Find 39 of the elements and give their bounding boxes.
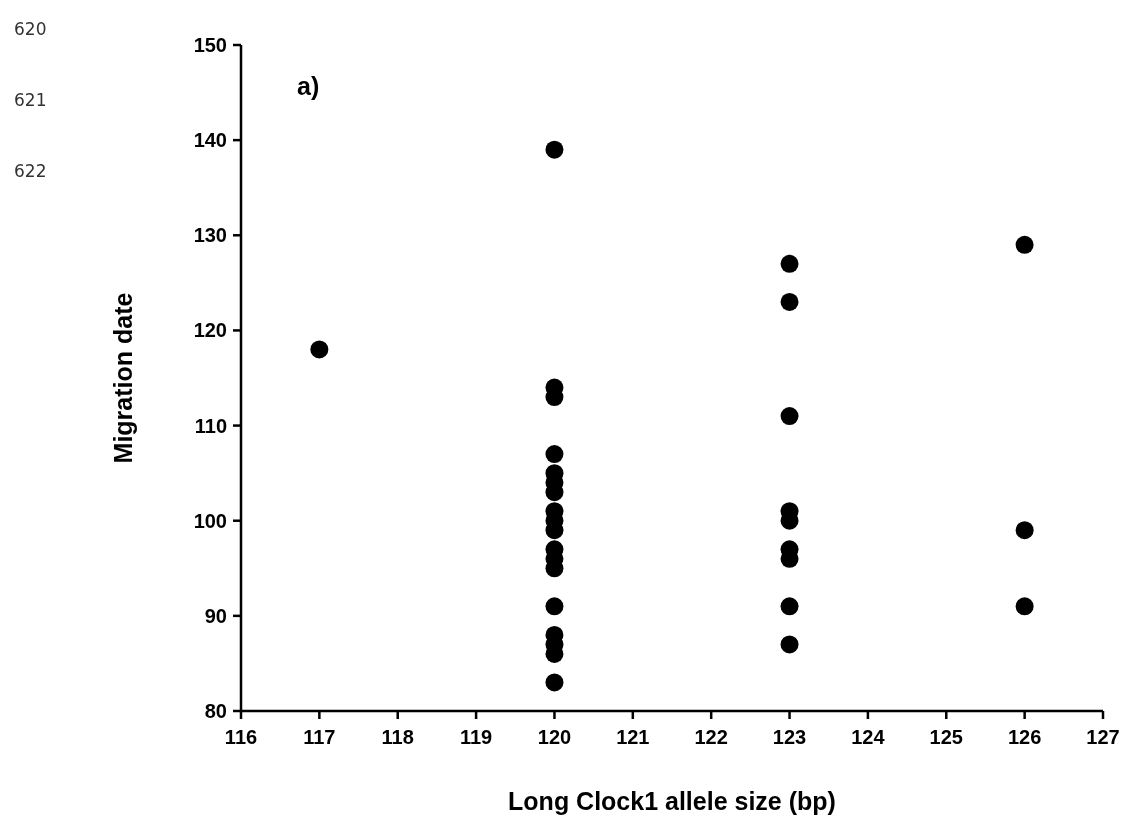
point bbox=[545, 673, 564, 692]
point bbox=[310, 340, 329, 359]
x-tick-label: 120 bbox=[537, 726, 572, 748]
x-axis-title: Long Clock1 allele size (bp) bbox=[508, 787, 836, 815]
y-tick-label: 100 bbox=[193, 509, 227, 532]
x-tick-label: 117 bbox=[303, 726, 336, 748]
point bbox=[780, 292, 799, 311]
y-tick-label: 90 bbox=[204, 604, 227, 627]
point bbox=[545, 597, 564, 616]
x-tick-label: 124 bbox=[851, 726, 886, 748]
x-tick-label: 116 bbox=[224, 726, 258, 748]
text: 622 bbox=[14, 161, 47, 181]
x-tick-label: 126 bbox=[1007, 726, 1042, 748]
x-tick-label: 121 bbox=[616, 726, 650, 748]
point bbox=[780, 635, 799, 654]
point bbox=[780, 407, 799, 426]
x-tick-label: 125 bbox=[929, 726, 963, 748]
y-tick-label: 140 bbox=[193, 129, 227, 152]
x-tick-label: 123 bbox=[772, 726, 807, 748]
point bbox=[1015, 521, 1034, 540]
text: 620 bbox=[14, 19, 47, 39]
y-tick-label: 110 bbox=[194, 414, 227, 437]
y-tick-label: 150 bbox=[193, 34, 227, 56]
text: 621 bbox=[14, 90, 47, 110]
point bbox=[545, 140, 564, 159]
y-tick-label: 130 bbox=[193, 224, 227, 247]
annotation: a) bbox=[297, 72, 320, 100]
point bbox=[780, 254, 799, 273]
y-tick-label: 120 bbox=[193, 319, 227, 342]
x-tick-label: 127 bbox=[1086, 726, 1120, 748]
y-tick-label: 80 bbox=[204, 700, 227, 722]
y-axis-title: Migration date bbox=[109, 292, 137, 464]
x-tick-label: 119 bbox=[459, 726, 493, 748]
point bbox=[1015, 597, 1034, 616]
x-tick-label: 122 bbox=[694, 726, 728, 748]
point bbox=[545, 445, 564, 464]
point bbox=[780, 597, 799, 616]
point bbox=[1015, 235, 1034, 254]
x-tick-label: 118 bbox=[381, 726, 414, 748]
